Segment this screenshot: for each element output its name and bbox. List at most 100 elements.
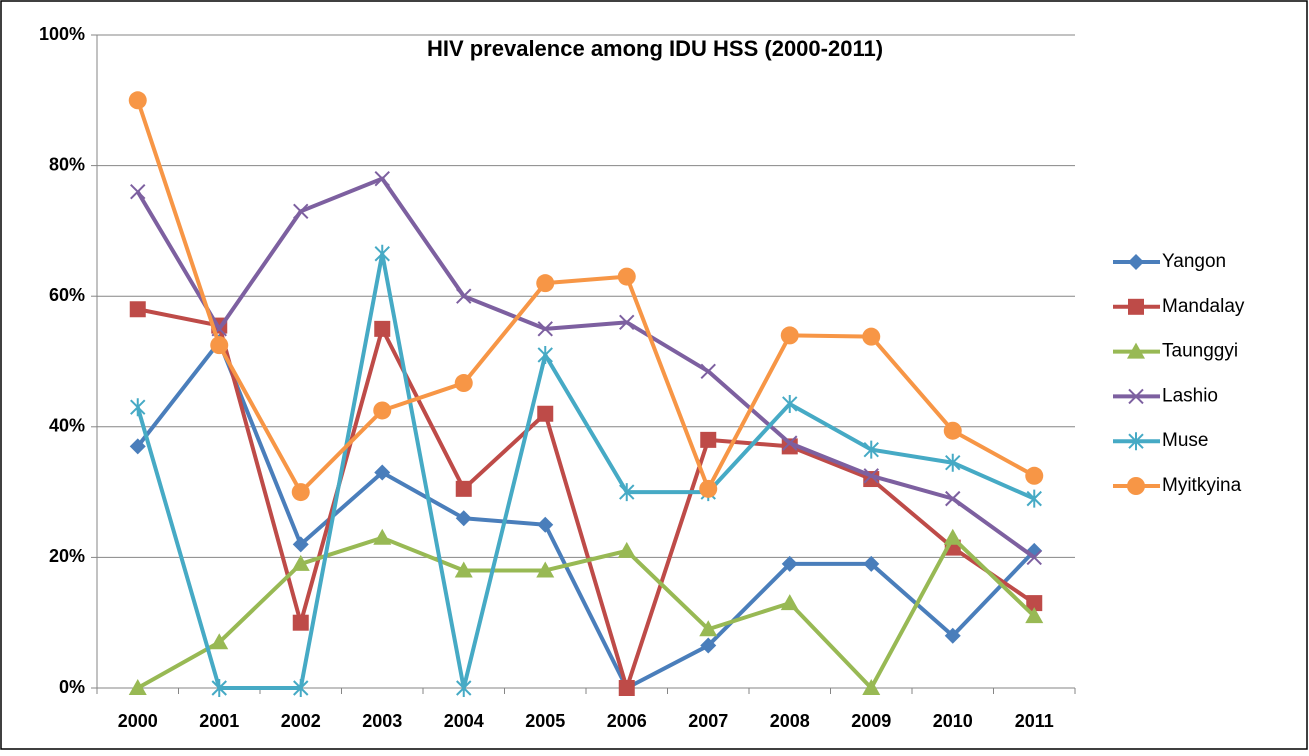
marker (619, 483, 635, 502)
y-tick-label: 0% (59, 677, 85, 697)
marker (456, 679, 472, 697)
series: Myitkyina (128, 91, 1242, 502)
marker (130, 184, 146, 200)
y-tick-label: 60% (49, 285, 85, 305)
series: Lashio (130, 170, 1218, 566)
marker (862, 327, 881, 346)
series-line (136, 339, 1036, 690)
marker (374, 464, 391, 481)
marker (700, 637, 717, 654)
legend-marker (1127, 342, 1145, 359)
marker (863, 555, 880, 572)
marker (129, 438, 146, 455)
legend-marker (1128, 298, 1144, 315)
marker (536, 561, 555, 578)
marker (700, 431, 717, 448)
marker (1026, 549, 1042, 566)
marker (455, 480, 472, 497)
marker (862, 679, 881, 695)
marker (210, 336, 229, 355)
marker (293, 679, 309, 697)
legend-label: Taunggyi (1162, 341, 1238, 362)
x-tick-label: 2005 (525, 711, 565, 731)
marker (1026, 595, 1043, 612)
marker (130, 398, 146, 417)
marker (536, 274, 555, 293)
x-tick-label: 2009 (851, 711, 891, 731)
legend-marker (1128, 432, 1144, 451)
marker (782, 435, 798, 451)
marker (780, 326, 799, 345)
chart-title: HIV prevalence among IDU HSS (2000-2011) (427, 36, 883, 61)
legend-label: Muse (1162, 430, 1208, 451)
marker (699, 479, 718, 498)
y-tick-label: 40% (49, 416, 85, 436)
y-tick-label: 100% (39, 24, 85, 44)
marker (619, 314, 635, 331)
legend-marker (1127, 477, 1145, 495)
legend-label: Lashio (1162, 385, 1218, 406)
marker (455, 510, 472, 527)
marker (700, 363, 716, 380)
marker (374, 170, 390, 187)
marker (1025, 466, 1044, 485)
marker (128, 91, 147, 110)
series-line (136, 535, 1036, 690)
marker (782, 394, 798, 413)
marker (1026, 489, 1042, 508)
series: Muse (130, 244, 1208, 697)
legend-marker (1128, 388, 1144, 405)
marker (618, 680, 635, 696)
x-tick-label: 2001 (199, 711, 239, 731)
x-tick-label: 2008 (770, 711, 810, 731)
marker (292, 536, 309, 553)
x-tick-label: 2011 (1015, 711, 1054, 731)
marker (210, 633, 229, 650)
series-line (137, 307, 1036, 690)
marker (537, 321, 553, 337)
marker (456, 288, 472, 304)
x-tick-label: 2003 (362, 711, 402, 731)
marker (128, 679, 147, 695)
marker (945, 490, 961, 507)
marker (1025, 607, 1044, 624)
marker (617, 541, 636, 558)
x-tick-label: 2006 (607, 711, 647, 731)
marker (780, 594, 799, 611)
x-tick-label: 2002 (281, 711, 321, 731)
marker (781, 438, 798, 455)
legend-label: Mandalay (1162, 296, 1245, 317)
series: Taunggyi (128, 341, 1238, 695)
marker (374, 244, 390, 263)
marker (945, 453, 961, 472)
marker (373, 401, 392, 420)
x-tick-label: 2000 (118, 711, 158, 731)
x-tick-label: 2004 (444, 711, 484, 731)
marker (943, 528, 962, 545)
marker (291, 554, 310, 571)
marker (699, 620, 718, 637)
marker (129, 301, 146, 318)
marker (454, 561, 473, 578)
marker (292, 614, 309, 631)
marker (863, 468, 879, 484)
x-tick-label: 2010 (933, 711, 973, 731)
marker (293, 203, 309, 220)
legend-label: Myitkyina (1162, 475, 1242, 496)
series-line (136, 176, 1036, 560)
marker (944, 627, 961, 644)
marker (617, 267, 636, 286)
marker (781, 555, 798, 572)
marker (537, 405, 554, 422)
marker (373, 528, 392, 545)
y-tick-label: 20% (49, 546, 85, 566)
marker (374, 320, 391, 337)
marker (291, 483, 310, 502)
marker (537, 345, 553, 364)
series-line (135, 251, 1036, 690)
series-line (135, 99, 1036, 495)
legend-label: Yangon (1162, 251, 1226, 272)
marker (454, 374, 473, 393)
